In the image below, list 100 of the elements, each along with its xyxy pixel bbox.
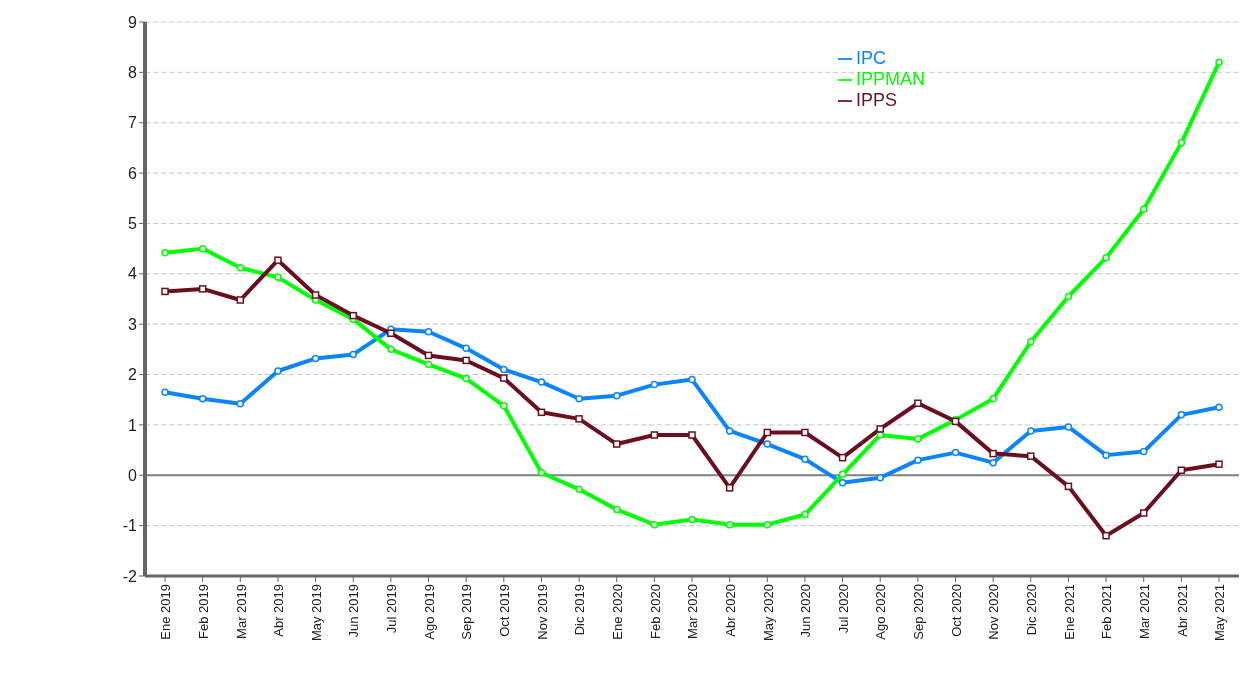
point — [914, 435, 922, 443]
x-tick-label: May 2020 — [760, 584, 776, 642]
y-tick-label: -2 — [122, 567, 138, 585]
x-tick-label: Jul 2019 — [384, 584, 400, 634]
point — [838, 453, 847, 462]
x-tick-label: Oct 2019 — [497, 584, 513, 637]
point — [349, 311, 357, 320]
legend-label: IPPS — [856, 90, 898, 110]
point — [989, 458, 997, 467]
y-tick-label: 9 — [128, 13, 138, 31]
point — [1102, 531, 1110, 540]
x-tick-label: Ene 2019 — [158, 584, 174, 640]
x-tick-label: Sep 2019 — [459, 584, 475, 640]
x-tick-label: Nov 2019 — [534, 584, 550, 640]
point — [763, 428, 772, 437]
point — [198, 394, 207, 403]
point — [462, 344, 470, 353]
point — [1215, 403, 1223, 412]
point — [575, 485, 583, 494]
point — [236, 400, 245, 408]
point — [500, 402, 508, 410]
point — [462, 356, 470, 365]
point — [763, 520, 772, 529]
y-tick-label: -1 — [122, 517, 138, 535]
point — [274, 273, 282, 282]
x-tick-label: Jun 2020 — [798, 584, 814, 638]
x-tick-label: Dic 2019 — [572, 584, 588, 636]
x-tick-label: Mar 2021 — [1136, 584, 1152, 639]
point — [688, 375, 696, 384]
point — [311, 354, 320, 363]
point — [951, 448, 960, 457]
point — [500, 374, 508, 382]
point — [725, 427, 734, 435]
point — [537, 408, 546, 417]
point — [349, 350, 357, 359]
point — [1177, 139, 1186, 147]
point — [1139, 205, 1148, 214]
point — [688, 515, 696, 524]
point — [838, 470, 847, 479]
y-tick-label: 5 — [128, 215, 138, 233]
x-tick-label: Ene 2020 — [609, 584, 625, 640]
x-tick-label: Abr 2021 — [1174, 584, 1190, 637]
point — [424, 351, 433, 360]
point — [876, 425, 884, 433]
point — [612, 391, 621, 400]
point — [462, 374, 470, 383]
point — [274, 367, 282, 375]
x-tick-label: Jun 2019 — [346, 584, 362, 638]
point — [575, 415, 583, 423]
point — [763, 440, 772, 448]
point — [1102, 451, 1110, 459]
point — [161, 388, 169, 396]
point — [161, 287, 169, 296]
point — [989, 449, 997, 458]
point — [1177, 411, 1186, 419]
point — [914, 456, 922, 464]
point — [424, 360, 433, 369]
point — [424, 327, 433, 336]
point — [801, 455, 809, 463]
point — [1177, 466, 1186, 474]
point — [198, 285, 207, 293]
point — [989, 394, 997, 403]
point — [274, 256, 282, 264]
point — [198, 244, 207, 253]
point — [688, 431, 696, 439]
point — [650, 431, 659, 439]
point — [387, 345, 395, 354]
point — [650, 380, 659, 389]
x-tick-label: Ago 2019 — [421, 584, 437, 640]
point — [612, 440, 621, 448]
y-tick-label: 7 — [128, 114, 138, 132]
point — [161, 248, 169, 257]
x-tick-label: Mar 2020 — [685, 584, 701, 639]
point — [1027, 452, 1035, 460]
point — [1215, 460, 1223, 468]
y-tick-label: 1 — [128, 416, 138, 434]
x-tick-label: May 2019 — [308, 584, 324, 642]
point — [500, 365, 508, 374]
point — [236, 296, 245, 304]
x-tick-label: Feb 2021 — [1099, 584, 1115, 639]
x-tick-label: Nov 2020 — [986, 584, 1002, 640]
x-tick-label: Abr 2020 — [722, 584, 738, 637]
x-tick-label: Dic 2020 — [1024, 584, 1040, 636]
x-tick-label: Ene 2021 — [1061, 584, 1077, 640]
point — [650, 520, 659, 529]
y-tick-label: 4 — [128, 265, 138, 283]
point — [725, 520, 734, 529]
x-tick-label: Mar 2019 — [233, 584, 249, 639]
point — [1139, 509, 1148, 517]
point — [914, 399, 922, 407]
x-tick-label: Jul 2020 — [835, 584, 851, 634]
x-tick-label: Ago 2020 — [873, 584, 889, 640]
point — [1102, 253, 1110, 262]
point — [725, 484, 734, 492]
x-tick-label: May 2021 — [1212, 584, 1228, 642]
x-tick-label: Feb 2020 — [647, 584, 663, 639]
legend-label: IPC — [856, 48, 887, 68]
point — [612, 505, 621, 514]
point — [1027, 338, 1035, 346]
legend-label: IPPMAN — [856, 69, 926, 89]
